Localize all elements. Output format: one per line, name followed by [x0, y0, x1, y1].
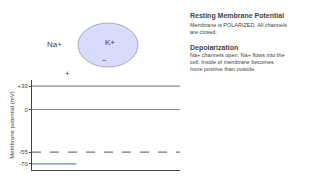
- svg-text:Na+ channels open, Na+ flows i: Na+ channels open, Na+ flows into thecel…: [190, 52, 284, 72]
- svg-text:Depolarization: Depolarization: [190, 44, 238, 52]
- svg-text:+: +: [65, 69, 70, 78]
- svg-text:Resting Membrane Potential: Resting Membrane Potential: [190, 12, 284, 20]
- svg-text:Membrane potential (mV): Membrane potential (mV): [9, 91, 15, 159]
- svg-text:-70: -70: [19, 161, 28, 167]
- svg-text:Na+: Na+: [47, 40, 62, 49]
- svg-text:-55: -55: [19, 149, 28, 155]
- svg-text:+30: +30: [18, 83, 29, 89]
- svg-text:−: −: [102, 56, 107, 65]
- svg-text:0: 0: [24, 107, 28, 113]
- svg-text:Membrane is POLARIZED. All cha: Membrane is POLARIZED. All channelsare c…: [190, 22, 287, 35]
- svg-text:K+: K+: [105, 38, 115, 47]
